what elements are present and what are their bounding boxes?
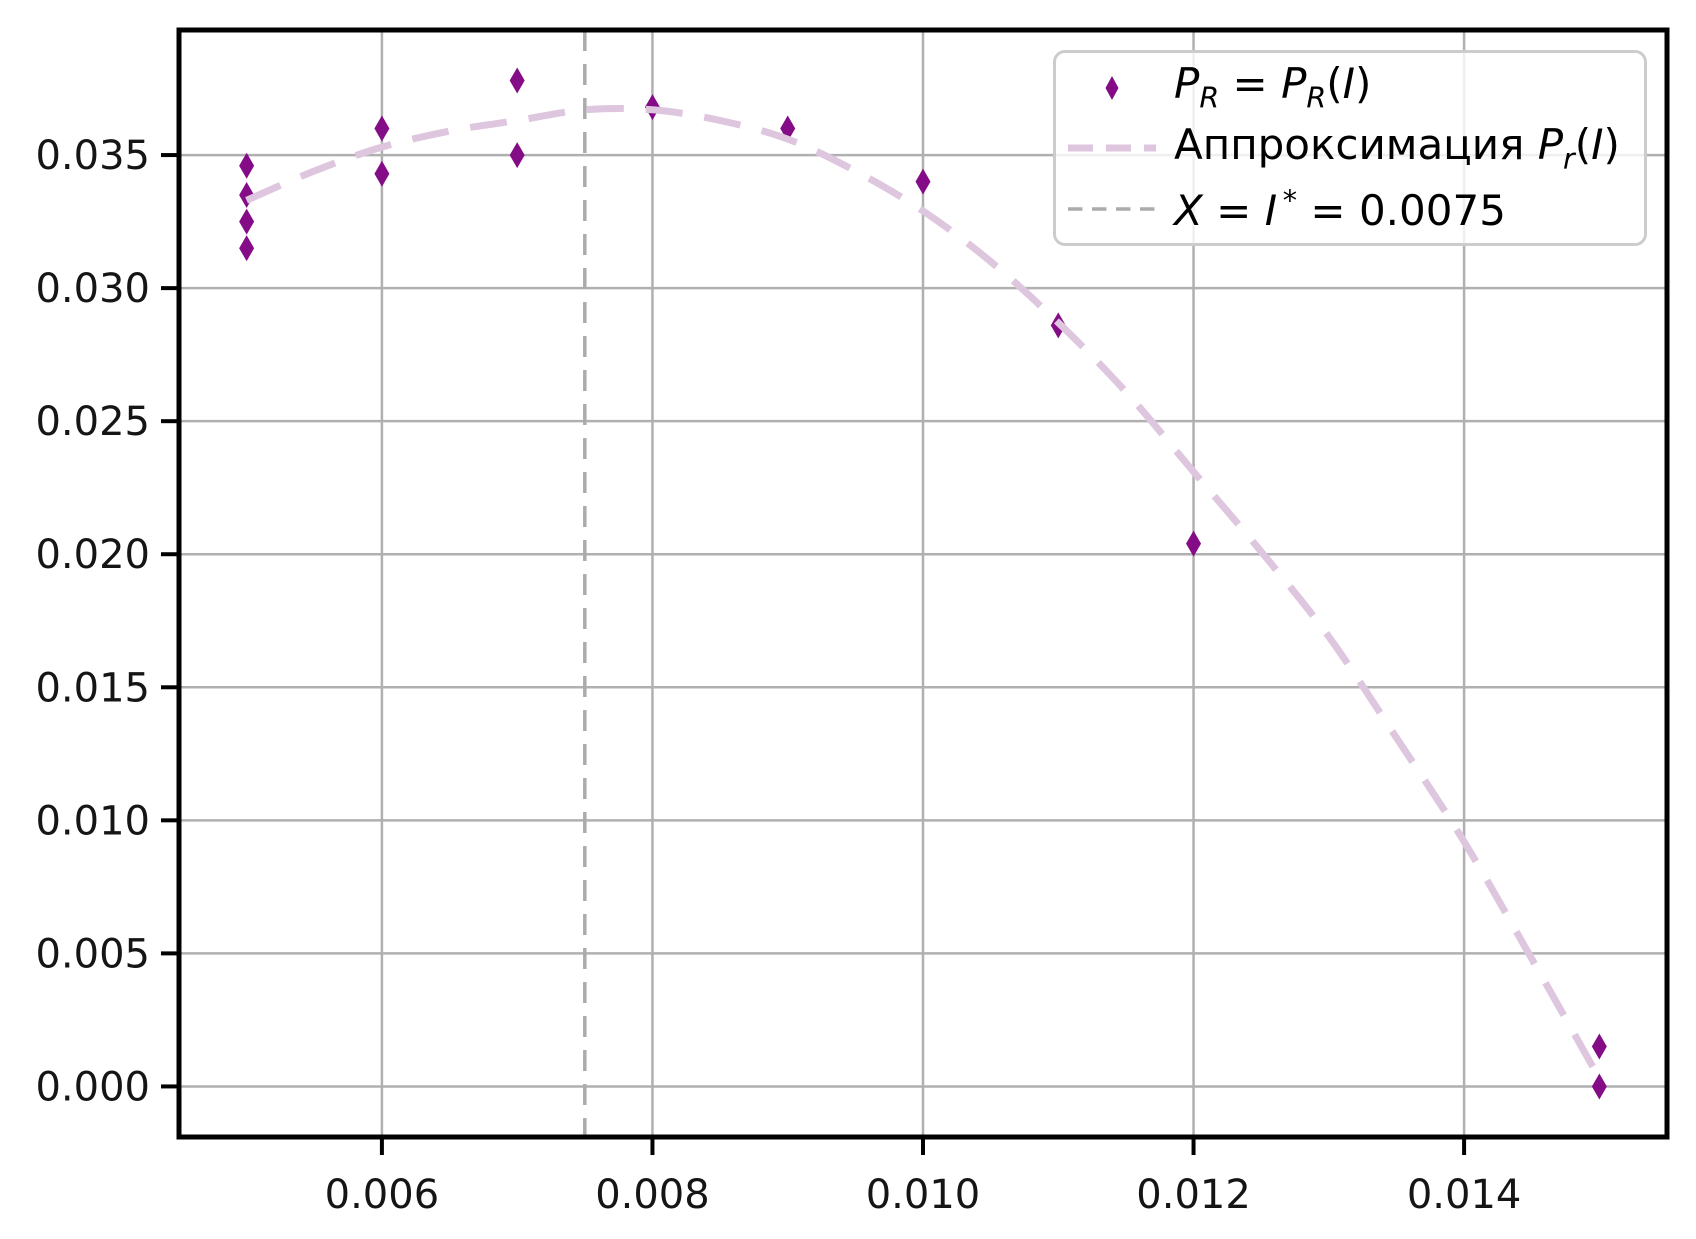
svg-text:0.030: 0.030 — [35, 266, 150, 312]
svg-text:0.025: 0.025 — [35, 399, 150, 445]
svg-text:0.015: 0.015 — [35, 665, 150, 711]
legend-item-label: Аппроксимация Pr(I) — [1174, 119, 1620, 175]
svg-text:0.012: 0.012 — [1136, 1172, 1251, 1218]
dashed-line-icon — [1066, 133, 1158, 163]
approximation-curve — [245, 105, 1603, 1081]
legend-item-scatter: PR = PR(I) — [1066, 58, 1634, 118]
thin-diamond-marker-icon — [1066, 73, 1158, 103]
x-tick-labels: 0.006 0.008 0.010 0.012 0.014 — [325, 1172, 1522, 1218]
svg-text:0.008: 0.008 — [595, 1172, 710, 1218]
legend: PR = PR(I) Аппроксимация Pr(I) X = I * =… — [1053, 50, 1647, 246]
svg-text:0.020: 0.020 — [35, 532, 150, 578]
thin-diamond-glyph — [1105, 75, 1119, 100]
axis-ticks — [161, 153, 1467, 1155]
svg-text:0.005: 0.005 — [35, 931, 150, 977]
dash-thick-glyph — [1068, 144, 1156, 152]
legend-item-vline: X = I * = 0.0075 — [1066, 179, 1634, 239]
svg-text:0.010: 0.010 — [866, 1172, 981, 1218]
dashed-line-icon — [1066, 194, 1158, 224]
dash-thin-glyph — [1068, 206, 1156, 211]
svg-text:0.035: 0.035 — [35, 133, 150, 179]
legend-item-approximation: Аппроксимация Pr(I) — [1066, 118, 1634, 178]
legend-item-label: X = I * = 0.0075 — [1174, 182, 1506, 235]
y-tick-labels: 0.000 0.005 0.010 0.015 0.020 0.025 0.030 0.035 — [35, 133, 150, 1110]
svg-text:0.010: 0.010 — [35, 798, 150, 844]
svg-text:0.014: 0.014 — [1407, 1172, 1522, 1218]
scatter-series — [239, 67, 1607, 1100]
svg-text:0.000: 0.000 — [35, 1064, 150, 1110]
svg-text:0.006: 0.006 — [325, 1172, 440, 1218]
plot-border — [176, 27, 1670, 1140]
legend-item-label: PR = PR(I) — [1174, 59, 1372, 115]
